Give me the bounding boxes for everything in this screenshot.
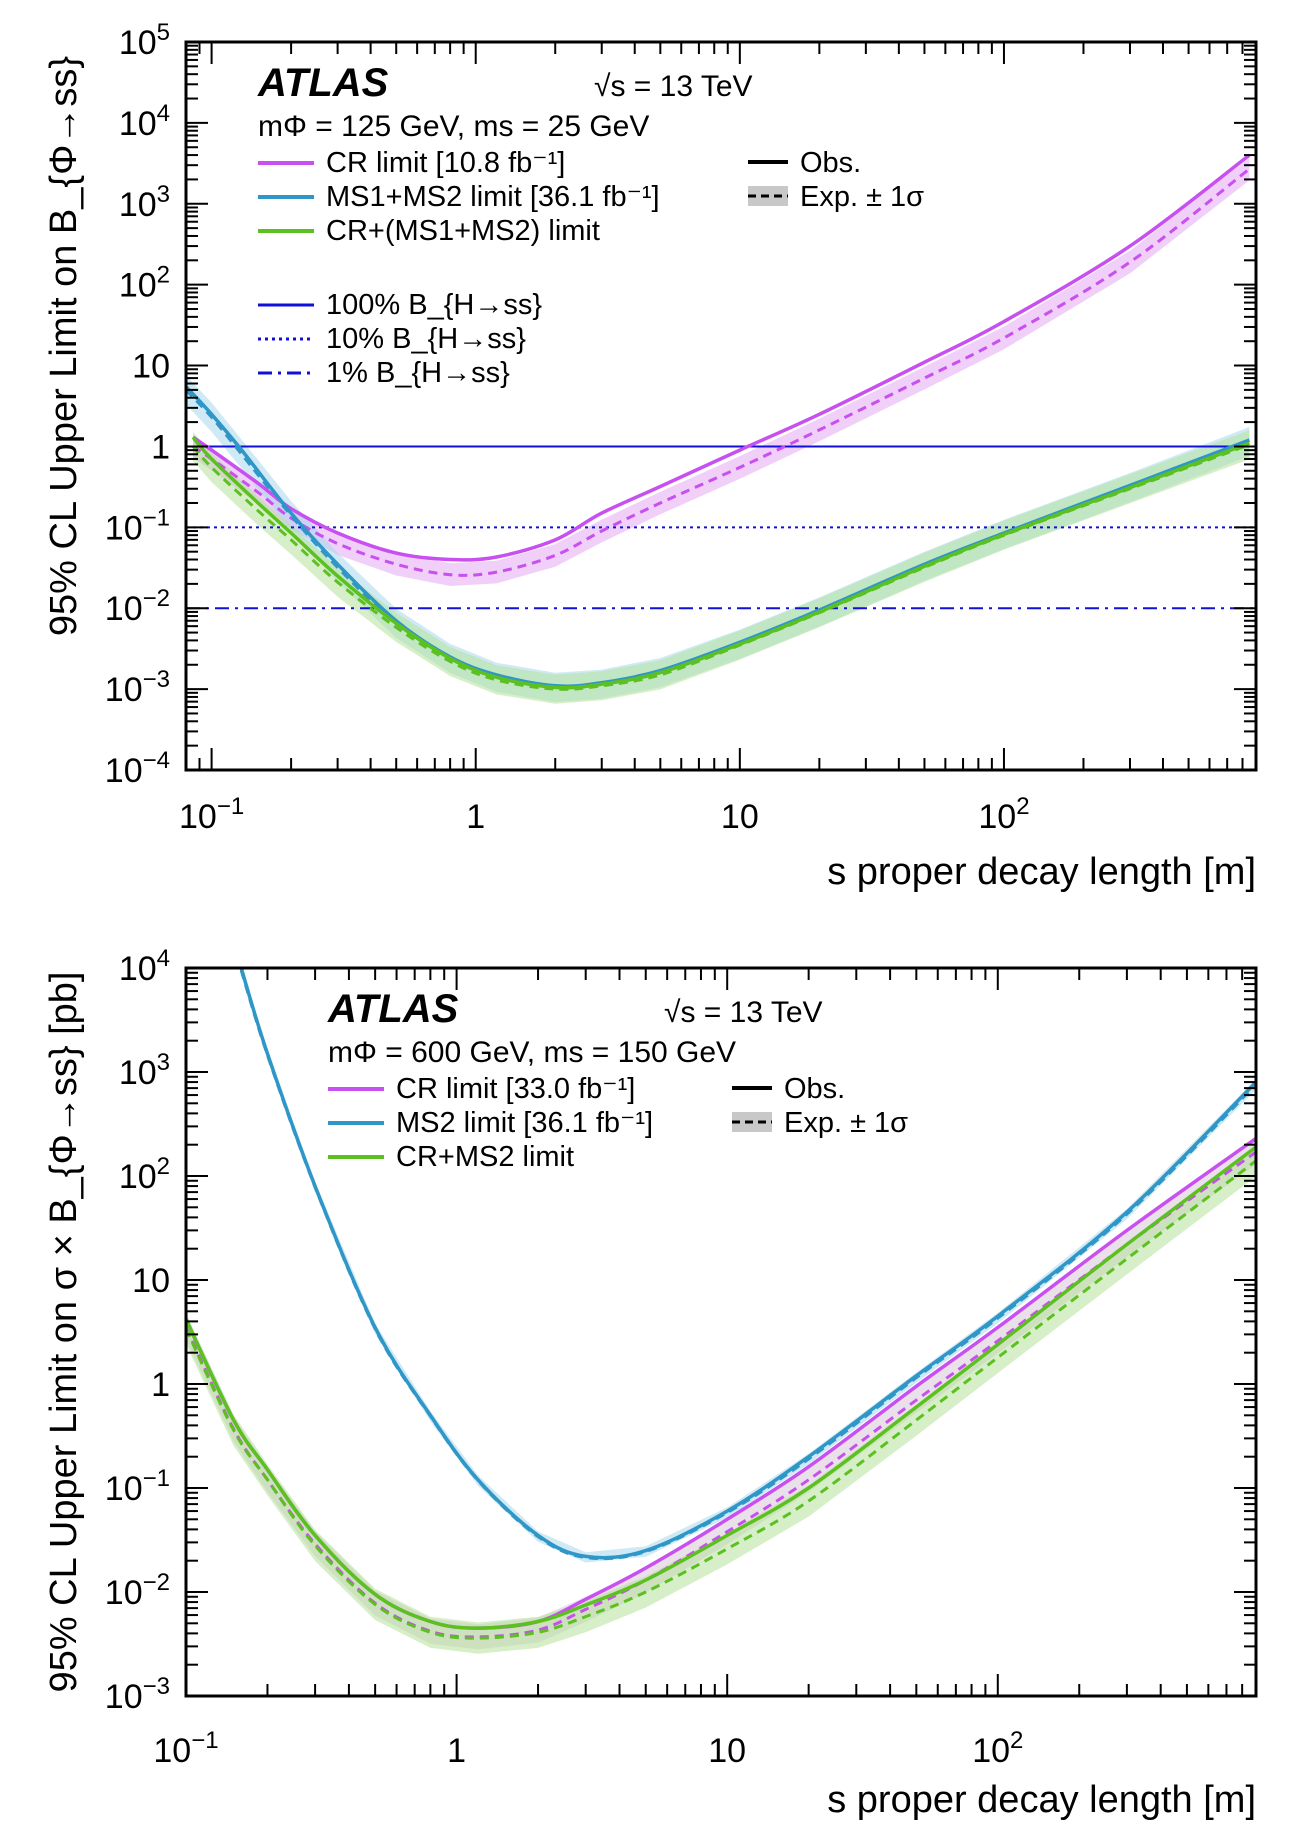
- legend-label: Obs.: [784, 1073, 845, 1105]
- y-tick-label: 102: [119, 1153, 170, 1196]
- y-tick-label: 10−2: [105, 585, 170, 628]
- y-tick-label: 1: [151, 428, 170, 466]
- y-tick-label: 103: [119, 1049, 170, 1092]
- y-tick-label: 104: [119, 945, 170, 988]
- top-chart-plot-area: [186, 153, 1256, 704]
- y-tick-label: 10: [132, 1262, 170, 1300]
- bottom-chart-plot-area: [186, 968, 1256, 1654]
- y-tick-label: 103: [119, 181, 170, 224]
- legend-label: CR limit [33.0 fb⁻¹]: [396, 1073, 635, 1105]
- plot-frame: [184, 40, 1258, 772]
- top-chart-x-axis-title: s proper decay length [m]: [827, 851, 1256, 893]
- x-tick-label: 10: [721, 798, 759, 836]
- legend-label: MS1+MS2 limit [36.1 fb⁻¹]: [326, 181, 660, 213]
- legend-label: 10% B_{H→ss}: [326, 323, 526, 355]
- y-tick-label: 105: [119, 19, 170, 62]
- y-tick-label: 104: [119, 100, 170, 143]
- observed-line-cr-limit: [191, 153, 1251, 562]
- legend-label: CR+MS2 limit: [396, 1141, 574, 1173]
- y-tick-label: 10−2: [105, 1569, 170, 1612]
- observed-line-cr-ms2-limit: [186, 1145, 1256, 1630]
- top-chart-axes: 10−1 1 10 102 10−4 10−3 10−2 10−1 1 10 102 103 104 10…: [105, 19, 1258, 836]
- legend-label: CR+(MS1+MS2) limit: [326, 215, 600, 247]
- legend-label: Obs.: [800, 147, 861, 179]
- observed-line-ms2-limit: [239, 968, 1256, 1560]
- y-tick-label: 10−4: [105, 747, 170, 790]
- top-chart-legend: CR limit [10.8 fb⁻¹]MS1+MS2 limit [36.1 …: [258, 147, 924, 389]
- bottom-chart-legend: CR limit [33.0 fb⁻¹]MS2 limit [36.1 fb⁻¹…: [328, 1073, 908, 1173]
- x-tick-label: 102: [978, 793, 1029, 836]
- bottom-chart: 10−1 1 10 102 10−3 10−2 10−1 1 10 102 103 104 ATLAS…: [43, 945, 1258, 1821]
- top-chart-mass-label: mΦ = 125 GeV, ms = 25 GeV: [258, 110, 649, 143]
- bottom-chart-atlas-label: ATLAS: [327, 987, 459, 1031]
- y-tick-label: 10: [132, 348, 170, 386]
- legend-label: 100% B_{H→ss}: [326, 289, 542, 321]
- top-chart: 10−1 1 10 102 10−4 10−3 10−2 10−1 1 10 102 103 104 10…: [43, 19, 1258, 893]
- y-tick-label: 10−3: [105, 1673, 170, 1716]
- x-tick-label: 1: [466, 798, 485, 836]
- top-chart-atlas-label: ATLAS: [257, 61, 389, 105]
- legend-label: CR limit [10.8 fb⁻¹]: [326, 147, 565, 179]
- y-tick-label: 1: [151, 1366, 170, 1404]
- expected-line-cr-limit: [186, 1150, 1256, 1639]
- observed-line-cr-ms1-ms2-limit: [191, 436, 1251, 690]
- bottom-chart-energy-label: √s = 13 TeV: [664, 996, 823, 1029]
- top-chart-energy-label: √s = 13 TeV: [594, 70, 753, 103]
- bottom-chart-y-axis-title: 95% CL Upper Limit on σ × B_{Φ→ss} [pb]: [43, 972, 85, 1693]
- x-tick-label: 10−1: [179, 793, 244, 836]
- y-tick-label: 10−1: [105, 1465, 170, 1508]
- y-tick-label: 102: [119, 262, 170, 305]
- band-cr-ms2-limit: [186, 1145, 1256, 1654]
- y-tick-label: 10−3: [105, 666, 170, 709]
- legend-label: Exp. ± 1σ: [784, 1107, 908, 1139]
- x-tick-label: 1: [447, 1732, 466, 1770]
- bottom-chart-mass-label: mΦ = 600 GeV, ms = 150 GeV: [328, 1036, 736, 1069]
- x-tick-label: 10−1: [153, 1727, 218, 1770]
- legend-label: MS2 limit [36.1 fb⁻¹]: [396, 1107, 653, 1139]
- y-tick-label: 10−1: [105, 504, 170, 547]
- x-tick-label: 102: [972, 1727, 1023, 1770]
- top-chart-y-axis-title: 95% CL Upper Limit on B_{Φ→ss}: [43, 56, 85, 636]
- bottom-chart-x-axis-title: s proper decay length [m]: [827, 1779, 1256, 1821]
- expected-line-cr-ms2-limit: [186, 1159, 1256, 1640]
- bottom-chart-axes: 10−1 1 10 102 10−3 10−2 10−1 1 10 102 103 104: [105, 945, 1258, 1770]
- legend-label: 1% B_{H→ss}: [326, 357, 510, 389]
- x-tick-label: 10: [708, 1732, 746, 1770]
- plot-frame: [184, 966, 1258, 1698]
- legend-label: Exp. ± 1σ: [800, 181, 924, 213]
- expected-line-cr-limit: [192, 167, 1251, 577]
